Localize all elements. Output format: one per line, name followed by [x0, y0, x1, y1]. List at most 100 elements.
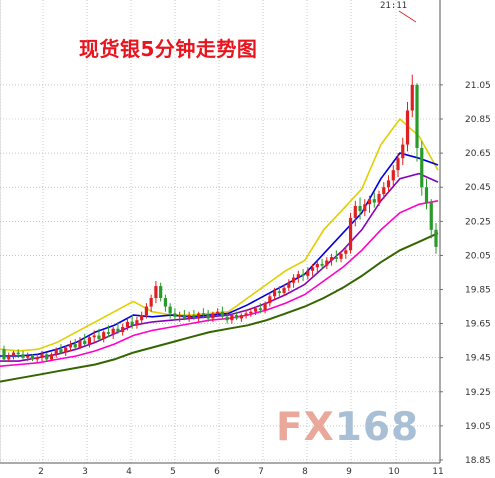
candle-body: [116, 329, 119, 332]
candle-body: [368, 199, 371, 204]
candle-body: [273, 291, 276, 296]
x-tick-label: 8: [302, 467, 308, 477]
candle-body: [121, 327, 124, 332]
plot-area: [0, 0, 440, 463]
candle-body: [415, 85, 418, 148]
x-tick-label: 10: [388, 467, 400, 477]
y-tick-label: 20.65: [465, 149, 491, 159]
candle-body: [50, 354, 53, 359]
candle-body: [88, 337, 91, 344]
candle-body: [74, 344, 77, 347]
candle-body: [287, 283, 290, 288]
candle-body: [263, 303, 266, 310]
candle-body: [344, 250, 347, 253]
candle-body: [59, 349, 62, 352]
candle-body: [102, 332, 105, 339]
y-tick-label: 19.85: [465, 286, 491, 296]
candle-body: [17, 353, 20, 355]
candle-body: [83, 341, 86, 344]
candle-body: [192, 315, 195, 317]
candle-body: [159, 286, 162, 298]
candle-body: [173, 313, 176, 316]
x-tick-label: 3: [82, 467, 88, 477]
y-tick-label: 20.85: [465, 115, 491, 125]
y-tick-label: 19.05: [465, 422, 491, 432]
candle-body: [358, 206, 361, 211]
candle-body: [164, 298, 167, 307]
candle-body: [268, 296, 271, 303]
candle-body: [254, 308, 257, 311]
y-tick-label: 20.05: [465, 251, 491, 261]
candle-body: [292, 278, 295, 283]
candle-body: [178, 315, 181, 317]
candle-body: [387, 180, 390, 187]
x-tick-label: 6: [214, 467, 220, 477]
candle-body: [434, 230, 437, 247]
candle-body: [188, 315, 191, 318]
candle-body: [40, 354, 43, 357]
watermark-num: 168: [335, 405, 419, 450]
peak-time-label: 21:11: [380, 1, 407, 11]
candle-body: [126, 322, 129, 327]
candle-body: [320, 264, 323, 266]
candle-body: [430, 203, 433, 230]
candle-body: [377, 194, 380, 203]
candle-body: [64, 347, 67, 352]
candle-body: [349, 218, 352, 250]
candle-body: [169, 307, 172, 314]
x-tick-label: 4: [126, 467, 132, 477]
candle-body: [297, 274, 300, 277]
candle-body: [135, 320, 138, 325]
candle-body: [12, 353, 15, 356]
candle-body: [230, 315, 233, 320]
y-tick-label: 18.85: [465, 456, 491, 466]
candle-body: [140, 315, 143, 320]
candle-body: [221, 312, 224, 317]
candle-body: [301, 274, 304, 276]
candle-body: [306, 271, 309, 276]
candle-body: [2, 349, 5, 359]
candle-body: [396, 158, 399, 170]
candle-body: [183, 315, 186, 318]
candle-body: [259, 308, 262, 310]
candle-body: [311, 267, 314, 270]
candle-body: [278, 291, 281, 293]
candle-body: [97, 336, 100, 339]
candle-body: [420, 148, 423, 187]
candle-body: [207, 315, 210, 318]
x-tick-label: 1: [0, 467, 1, 477]
candle-body: [392, 170, 395, 180]
y-tick-label: 19.65: [465, 320, 491, 330]
candle-body: [406, 110, 409, 144]
x-tick-label: 2: [38, 467, 44, 477]
candle-body: [112, 329, 115, 334]
candle-body: [240, 315, 243, 318]
candle-body: [197, 313, 200, 316]
candle-body: [339, 254, 342, 259]
x-tick-label: 11: [432, 467, 443, 477]
candle-body: [21, 354, 24, 357]
candle-body: [31, 356, 34, 359]
watermark-fx: FX: [276, 405, 335, 450]
candle-body: [245, 313, 248, 315]
candle-body: [354, 206, 357, 218]
candle-body: [401, 145, 404, 159]
candle-body: [36, 358, 39, 360]
candle-body: [78, 341, 81, 348]
candle-body: [373, 199, 376, 202]
candle-body: [131, 322, 134, 325]
candle-body: [226, 317, 229, 320]
candle-body: [363, 204, 366, 211]
x-tick-label: 9: [346, 467, 352, 477]
candle-body: [211, 313, 214, 318]
chart-title: 现货银5分钟走势图: [79, 33, 257, 62]
candle-body: [235, 315, 238, 318]
candle-body: [69, 344, 72, 347]
x-tick-label: 7: [258, 467, 264, 477]
candle-body: [282, 288, 285, 293]
fx168-watermark: FX168: [276, 405, 419, 450]
candle-body: [45, 354, 48, 359]
candle-body: [145, 307, 148, 316]
candle-body: [55, 349, 58, 354]
